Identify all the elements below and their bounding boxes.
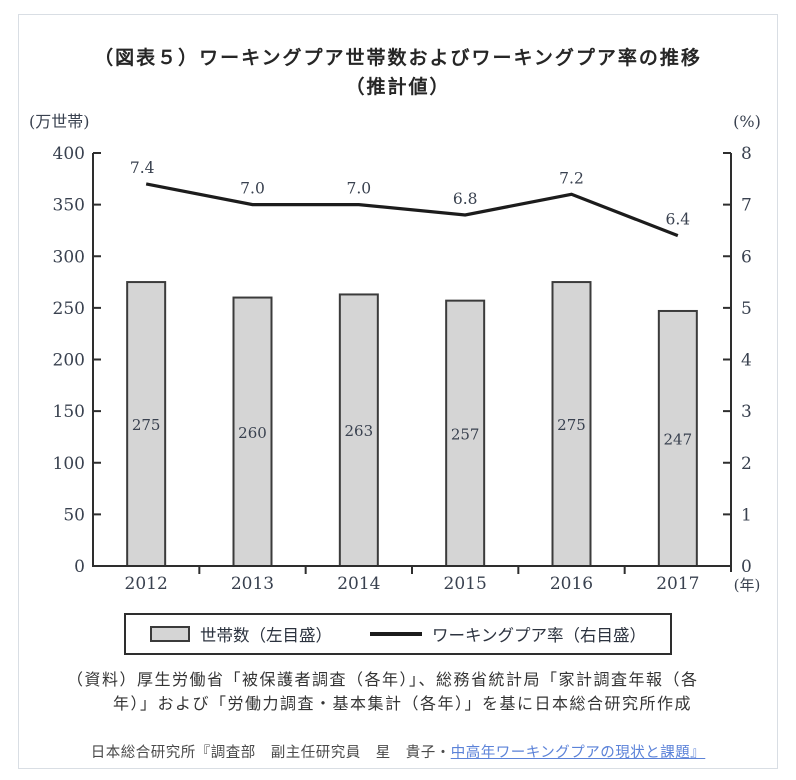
right-tick-label: 6 xyxy=(741,247,752,267)
x-tick-label: 2013 xyxy=(231,574,274,594)
left-tick-label: 100 xyxy=(53,454,85,474)
left-tick-label: 0 xyxy=(74,557,85,577)
footer-caption: 日本総合研究所『調査部 副主任研究員 星 貴子・中高年ワーキングプアの現状と課題… xyxy=(19,741,777,762)
right-tick-label: 5 xyxy=(741,299,752,319)
left-axis-unit-label: (万世帯) xyxy=(29,112,90,131)
right-axis-unit-label: (%) xyxy=(733,112,761,131)
bar-value-label: 257 xyxy=(451,425,480,443)
right-tick-label: 4 xyxy=(741,351,752,371)
rate-value-label: 7.0 xyxy=(240,180,265,198)
bar-value-label: 275 xyxy=(557,416,586,434)
source-line1: （資料）厚生労働省「被保護者調査（各年）」、総務省統計局「家計調査年報（各 xyxy=(67,670,699,689)
right-tick-label: 2 xyxy=(741,454,752,474)
bar-2012 xyxy=(126,281,167,567)
bar-value-label: 247 xyxy=(664,430,693,448)
left-tick-label: 50 xyxy=(63,505,85,525)
x-tick-label: 2014 xyxy=(337,574,380,594)
x-tick-label: 2016 xyxy=(550,574,593,594)
bar-value-label: 275 xyxy=(132,416,161,434)
source-note: （資料）厚生労働省「被保護者調査（各年）」、総務省統計局「家計調査年報（各 年）… xyxy=(67,668,777,716)
figure-title-line2: （推計値） xyxy=(345,76,451,98)
left-tick-label: 150 xyxy=(53,402,85,422)
figure-title-line1: （図表５）ワーキングプア世帯数およびワーキングプア率の推移 xyxy=(94,48,702,69)
bar-value-label: 263 xyxy=(345,422,374,440)
figure-title: （図表５）ワーキングプア世帯数およびワーキングプア率の推移 （推計値） xyxy=(19,45,777,102)
rate-value-label: 7.4 xyxy=(130,159,155,177)
line-swatch-icon xyxy=(369,632,422,636)
footer-prefix: 日本総合研究所『調査部 副主任研究員 星 貴子・ xyxy=(90,745,451,761)
bar-2017 xyxy=(657,309,698,567)
right-tick-label: 7 xyxy=(741,196,752,216)
legend-label-households: 世帯数（左目盛） xyxy=(199,626,332,645)
chart-area: 275 260 263 257 275 247 7.4 7.0 7.0 6.8 7.2 6.4 0 50 1… xyxy=(29,110,777,607)
figure-card: （図表５）ワーキングプア世帯数およびワーキングプア率の推移 （推計値） 275 2… xyxy=(18,14,778,769)
right-tick-label: 0 xyxy=(741,557,752,577)
legend-label-rate: ワーキングプア率（右目盛） xyxy=(431,626,646,645)
left-tick-label: 300 xyxy=(53,247,85,267)
source-line2: 年）」および「労働力調査・基本集計（各年）」を基に日本総合研究所作成 xyxy=(113,694,693,713)
x-tick-label: 2012 xyxy=(125,574,168,594)
bar-value-label: 260 xyxy=(238,424,267,442)
bar-swatch-icon xyxy=(149,626,190,642)
rate-line xyxy=(145,182,679,238)
left-tick-label: 400 xyxy=(53,144,85,164)
x-axis-unit-label: (年) xyxy=(734,576,761,594)
rate-value-label: 6.4 xyxy=(666,211,691,229)
left-tick-label: 250 xyxy=(53,299,85,319)
legend-item-rate: ワーキングプア率（右目盛） xyxy=(369,622,646,646)
chart-legend: 世帯数（左目盛） ワーキングプア率（右目盛） xyxy=(124,613,672,655)
legend-item-households: 世帯数（左目盛） xyxy=(149,622,332,646)
left-tick-label: 350 xyxy=(53,196,85,216)
x-tick-label: 2017 xyxy=(656,574,699,594)
right-tick-label: 3 xyxy=(741,402,752,422)
rate-value-label: 7.0 xyxy=(347,180,372,198)
rate-value-label: 6.8 xyxy=(453,190,478,208)
footer-link[interactable]: 中高年ワーキングプアの現状と課題』 xyxy=(450,745,706,761)
right-tick-label: 8 xyxy=(741,144,752,164)
bar-2013 xyxy=(232,296,273,568)
left-tick-label: 200 xyxy=(53,351,85,371)
rate-value-label: 7.2 xyxy=(559,169,584,187)
right-tick-label: 1 xyxy=(741,505,752,525)
bar-2015 xyxy=(445,299,486,568)
x-tick-label: 2015 xyxy=(444,574,487,594)
